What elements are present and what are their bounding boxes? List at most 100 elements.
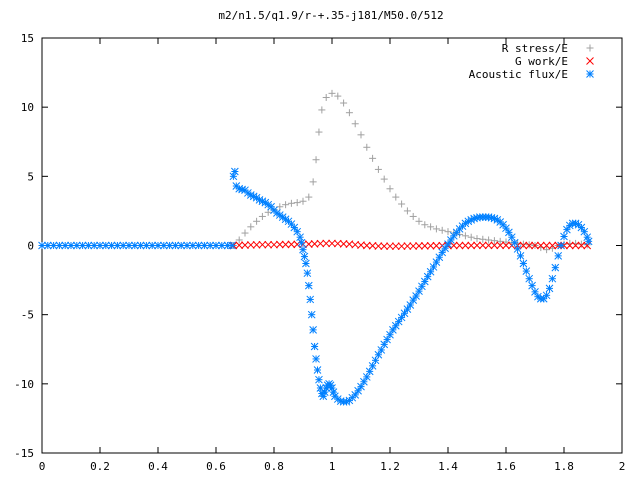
data-point-d2 [525,274,534,283]
data-point-d2 [246,191,255,199]
data-point-d2 [429,263,438,271]
data-point [293,227,302,236]
data-point-d2 [548,241,557,250]
data-point-d2 [310,342,319,351]
data-point [281,240,290,249]
data-point [461,232,469,240]
data-point [300,252,309,261]
data-point-d2 [43,241,52,250]
data-point-d2 [316,239,325,248]
data-point-d2 [473,241,481,250]
data-point-d2 [154,241,162,250]
data-point-d2 [557,241,565,250]
data-point-d2 [61,241,70,250]
data-point-d2 [380,242,389,251]
data-point [258,240,267,249]
y-tick-label: 0 [27,240,34,253]
data-point-d2 [306,295,315,304]
data-point [258,212,266,220]
data-point [502,224,510,233]
data-point-d2 [200,241,209,250]
data-point-d2 [261,198,270,207]
data-point-d2 [455,241,464,250]
data-point [560,232,568,241]
data-point-d2 [571,241,580,250]
data-point-d2 [435,253,444,262]
data-point-d2 [577,241,586,250]
data-point [584,237,593,246]
data-point-d2 [397,242,406,251]
x-tick-label: 1.6 [496,460,516,473]
data-point [235,236,243,244]
data-point [299,245,307,254]
data-point-d2 [438,248,447,257]
data-point [290,223,299,232]
data-point-d2 [119,241,128,250]
chart-title: m2/n1.5/q1.9/r-+.35-j181/M50.0/512 [218,9,443,22]
data-point-d2 [258,240,267,249]
data-point-d2 [258,197,267,206]
data-point-d2 [281,215,290,224]
data-point-d2 [351,240,360,249]
data-point-d2 [554,252,563,260]
data-point [241,229,249,237]
data-point-d2 [531,241,539,250]
data-point [374,242,383,250]
data-point [548,241,557,250]
data-point [305,193,313,201]
series-g-work [229,239,592,251]
data-point-d2 [432,258,441,266]
data-point-d2 [484,241,493,250]
data-point-d2 [461,241,470,250]
x-tick-label: 0.6 [206,460,226,473]
data-point [200,241,209,250]
y-tick-label: -5 [21,309,34,322]
data-point [427,223,435,231]
data-point-d2 [270,240,278,249]
data-point [447,236,455,244]
data-point [583,233,592,242]
data-point [316,239,325,248]
data-point-d2 [551,263,560,272]
data-point-d2 [400,309,409,318]
data-point-d2 [368,241,377,250]
data-point [528,281,536,290]
data-point [310,239,319,248]
data-point-d2 [391,242,400,251]
data-point-d2 [354,386,362,395]
data-point [461,241,470,250]
data-point [318,106,326,114]
data-point-d2 [423,272,432,281]
data-point [577,240,585,248]
data-point-d2 [545,284,554,293]
data-point-d2 [583,241,592,250]
data-point [403,305,412,313]
data-point [38,241,46,250]
data-point-d2 [389,326,397,334]
data-point-d2 [386,242,394,251]
data-point [397,242,406,251]
data-point-d2 [329,388,338,396]
data-point [536,241,545,250]
axes: 0 0.2 0.4 0.6 0.8 1 1.2 1.4 1.6 1.8 2 -15 -10 -5 0 5 10 1… [14,32,625,473]
data-point-d2 [383,335,391,344]
data-point [502,241,510,250]
data-point [320,388,329,396]
data-point [505,228,513,237]
data-point-d2 [78,241,87,250]
data-point-d2 [522,267,531,275]
data-point [403,242,412,250]
x-tick-label: 0.4 [148,460,168,473]
data-point [354,386,362,395]
data-point [432,241,441,250]
data-point [583,241,592,250]
data-point [519,241,528,250]
data-point-d2 [386,330,394,339]
data-point [543,246,551,254]
data-point [525,274,534,283]
legend-label: Acoustic flux/E [469,68,568,81]
data-point [560,240,568,248]
data-point [270,240,278,249]
data-point [577,241,586,250]
